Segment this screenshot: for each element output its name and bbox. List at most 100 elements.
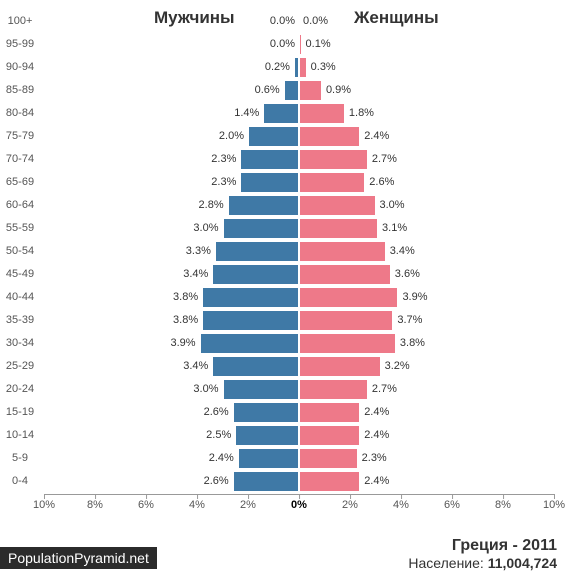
female-value-label: 0.3% (311, 61, 336, 73)
axis-tick: 4% (189, 499, 205, 511)
age-label: 15-19 (0, 406, 40, 418)
male-value-label: 3.8% (173, 291, 198, 303)
age-label: 0-4 (0, 475, 40, 487)
male-value-label: 1.4% (234, 107, 259, 119)
female-value-label: 2.4% (364, 130, 389, 142)
female-value-label: 2.7% (372, 383, 397, 395)
pyramid-row: 10-142.5%2.4% (44, 424, 554, 447)
axis-tick: 2% (342, 499, 358, 511)
male-value-label: 0.2% (265, 61, 290, 73)
country-year: Греция - 2011 (408, 537, 557, 555)
female-bar (299, 310, 393, 331)
pyramid-row: 20-243.0%2.7% (44, 378, 554, 401)
age-label: 90-94 (0, 61, 40, 73)
axis-tick: 6% (444, 499, 460, 511)
axis-tick: 8% (87, 499, 103, 511)
pyramid-row: 70-742.3%2.7% (44, 148, 554, 171)
pyramid-row: 50-543.3%3.4% (44, 240, 554, 263)
age-label: 80-84 (0, 107, 40, 119)
female-value-label: 3.2% (385, 360, 410, 372)
female-bar (299, 172, 365, 193)
female-value-label: 2.3% (362, 452, 387, 464)
female-bar (299, 448, 358, 469)
male-value-label: 0.0% (270, 38, 295, 50)
male-value-label: 3.3% (186, 245, 211, 257)
age-label: 35-39 (0, 314, 40, 326)
axis-tick: 10% (543, 499, 565, 511)
male-value-label: 3.0% (193, 383, 218, 395)
male-bar (233, 471, 299, 492)
age-label: 70-74 (0, 153, 40, 165)
male-bar (212, 356, 299, 377)
female-value-label: 3.6% (395, 268, 420, 280)
pyramid-row: 85-890.6%0.9% (44, 79, 554, 102)
population-label: Население: (408, 555, 487, 571)
male-bar (263, 103, 299, 124)
female-bar (299, 103, 345, 124)
female-bar (299, 425, 360, 446)
male-bar (223, 379, 300, 400)
x-axis: 10%8%6%4%2%0%2%4%6%8%10% (44, 494, 554, 515)
axis-tick: 2% (240, 499, 256, 511)
female-bar (299, 57, 307, 78)
female-value-label: 2.4% (364, 429, 389, 441)
pyramid-row: 0-42.6%2.4% (44, 470, 554, 493)
male-bar (202, 287, 299, 308)
pyramid-rows: 100+0.0%0.0%95-990.0%0.1%90-940.2%0.3%85… (44, 10, 554, 493)
male-bar (212, 264, 299, 285)
female-value-label: 2.6% (369, 176, 394, 188)
population-value: 11,004,724 (488, 555, 557, 571)
female-bar (299, 11, 301, 32)
axis-tick: 6% (138, 499, 154, 511)
female-value-label: 3.9% (402, 291, 427, 303)
female-bar (299, 218, 378, 239)
female-value-label: 1.8% (349, 107, 374, 119)
pyramid-row: 55-593.0%3.1% (44, 217, 554, 240)
pyramid-row: 60-642.8%3.0% (44, 194, 554, 217)
male-bar (248, 126, 299, 147)
male-value-label: 2.0% (219, 130, 244, 142)
male-bar (228, 195, 299, 216)
female-bar (299, 287, 398, 308)
female-value-label: 3.4% (390, 245, 415, 257)
age-label: 65-69 (0, 176, 40, 188)
pyramid-row: 25-293.4%3.2% (44, 355, 554, 378)
pyramid-row: 100+0.0%0.0% (44, 10, 554, 33)
pyramid-row: 30-343.9%3.8% (44, 332, 554, 355)
female-bar (299, 356, 381, 377)
axis-tick: 10% (33, 499, 55, 511)
pyramid-row: 75-792.0%2.4% (44, 125, 554, 148)
female-bar (299, 264, 391, 285)
age-label: 60-64 (0, 199, 40, 211)
axis-tick: 4% (393, 499, 409, 511)
age-label: 40-44 (0, 291, 40, 303)
female-bar (299, 333, 396, 354)
age-label: 20-24 (0, 383, 40, 395)
axis-tick: 8% (495, 499, 511, 511)
male-value-label: 3.8% (173, 314, 198, 326)
pyramid-row: 15-192.6%2.4% (44, 401, 554, 424)
male-bar (235, 425, 299, 446)
male-bar (215, 241, 299, 262)
male-bar (223, 218, 300, 239)
pyramid-row: 65-692.3%2.6% (44, 171, 554, 194)
source-badge: PopulationPyramid.net (0, 547, 157, 569)
female-bar (299, 379, 368, 400)
female-value-label: 3.1% (382, 222, 407, 234)
male-value-label: 0.6% (255, 84, 280, 96)
female-bar (299, 34, 302, 55)
pyramid-row: 45-493.4%3.6% (44, 263, 554, 286)
age-label: 25-29 (0, 360, 40, 372)
age-label: 10-14 (0, 429, 40, 441)
pyramid-row: 80-841.4%1.8% (44, 102, 554, 125)
age-label: 85-89 (0, 84, 40, 96)
population-line: Население: 11,004,724 (408, 555, 557, 571)
male-value-label: 2.3% (211, 153, 236, 165)
axis-tick: 0% (291, 499, 307, 511)
male-bar (238, 448, 299, 469)
female-value-label: 0.1% (306, 38, 331, 50)
male-value-label: 3.4% (183, 360, 208, 372)
female-value-label: 2.4% (364, 406, 389, 418)
female-value-label: 0.0% (303, 15, 328, 27)
male-value-label: 2.6% (204, 406, 229, 418)
